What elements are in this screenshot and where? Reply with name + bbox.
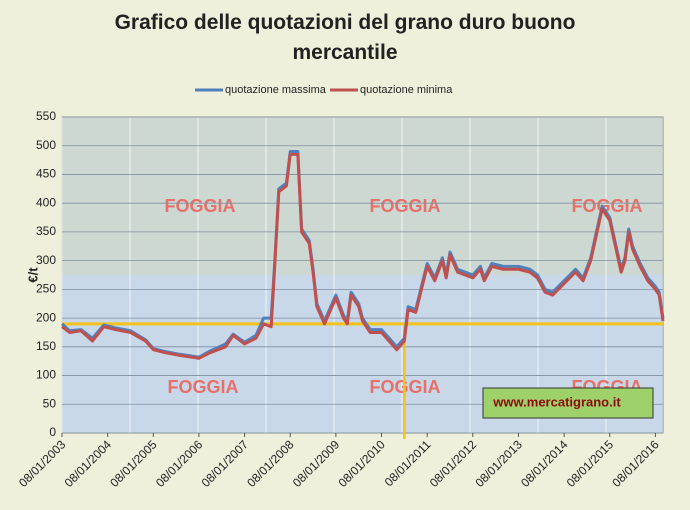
watermark: FOGGIA	[165, 196, 236, 216]
x-tick-label: 08/01/2010	[336, 437, 389, 490]
y-tick-label: 100	[36, 368, 56, 382]
x-tick-label: 08/01/2008	[244, 437, 297, 490]
legend-label: quotazione massima	[225, 84, 327, 96]
y-tick-label: 0	[49, 425, 56, 439]
chart-title: Grafico delle quotazioni del grano duro …	[114, 11, 576, 64]
x-tick-label: 08/01/2005	[107, 437, 160, 490]
watermark: FOGGIA	[370, 196, 441, 216]
y-tick-label: 400	[36, 195, 56, 209]
legend-label: quotazione minima	[360, 84, 453, 96]
x-tick-label: 08/01/2012	[427, 437, 480, 490]
website-label: www.mercatigrano.it	[492, 394, 621, 409]
x-tick-label: 08/01/2006	[153, 437, 206, 490]
website-box	[482, 387, 654, 419]
y-tick-label: 250	[36, 282, 56, 296]
watermark: FOGGIA	[572, 196, 643, 216]
y-tick-label: 150	[36, 339, 56, 353]
y-tick-label: 50	[43, 396, 57, 410]
watermark: FOGGIA	[168, 377, 239, 397]
y-tick-label: 550	[36, 109, 56, 123]
map-tile	[62, 117, 663, 275]
x-tick-label: 08/01/2009	[290, 437, 343, 490]
y-tick-label: 450	[36, 167, 56, 181]
x-tick-label: 08/01/2007	[199, 437, 252, 490]
y-tick-label: 300	[36, 253, 56, 267]
x-tick-label: 08/01/2003	[16, 437, 69, 490]
series-line	[61, 152, 665, 360]
x-tick-label: 08/01/2004	[62, 437, 115, 490]
x-tick-label: 08/01/2014	[518, 437, 571, 490]
x-tick-label: 08/01/2015	[564, 437, 617, 490]
y-tick-label: 350	[36, 224, 56, 238]
x-tick-label: 08/01/2016	[609, 437, 662, 490]
x-tick-label: 08/01/2013	[472, 437, 525, 490]
y-tick-label: 500	[36, 138, 56, 152]
y-axis-label: €/t	[25, 267, 40, 283]
y-tick-label: 200	[36, 310, 56, 324]
x-tick-label: 08/01/2011	[382, 437, 434, 489]
